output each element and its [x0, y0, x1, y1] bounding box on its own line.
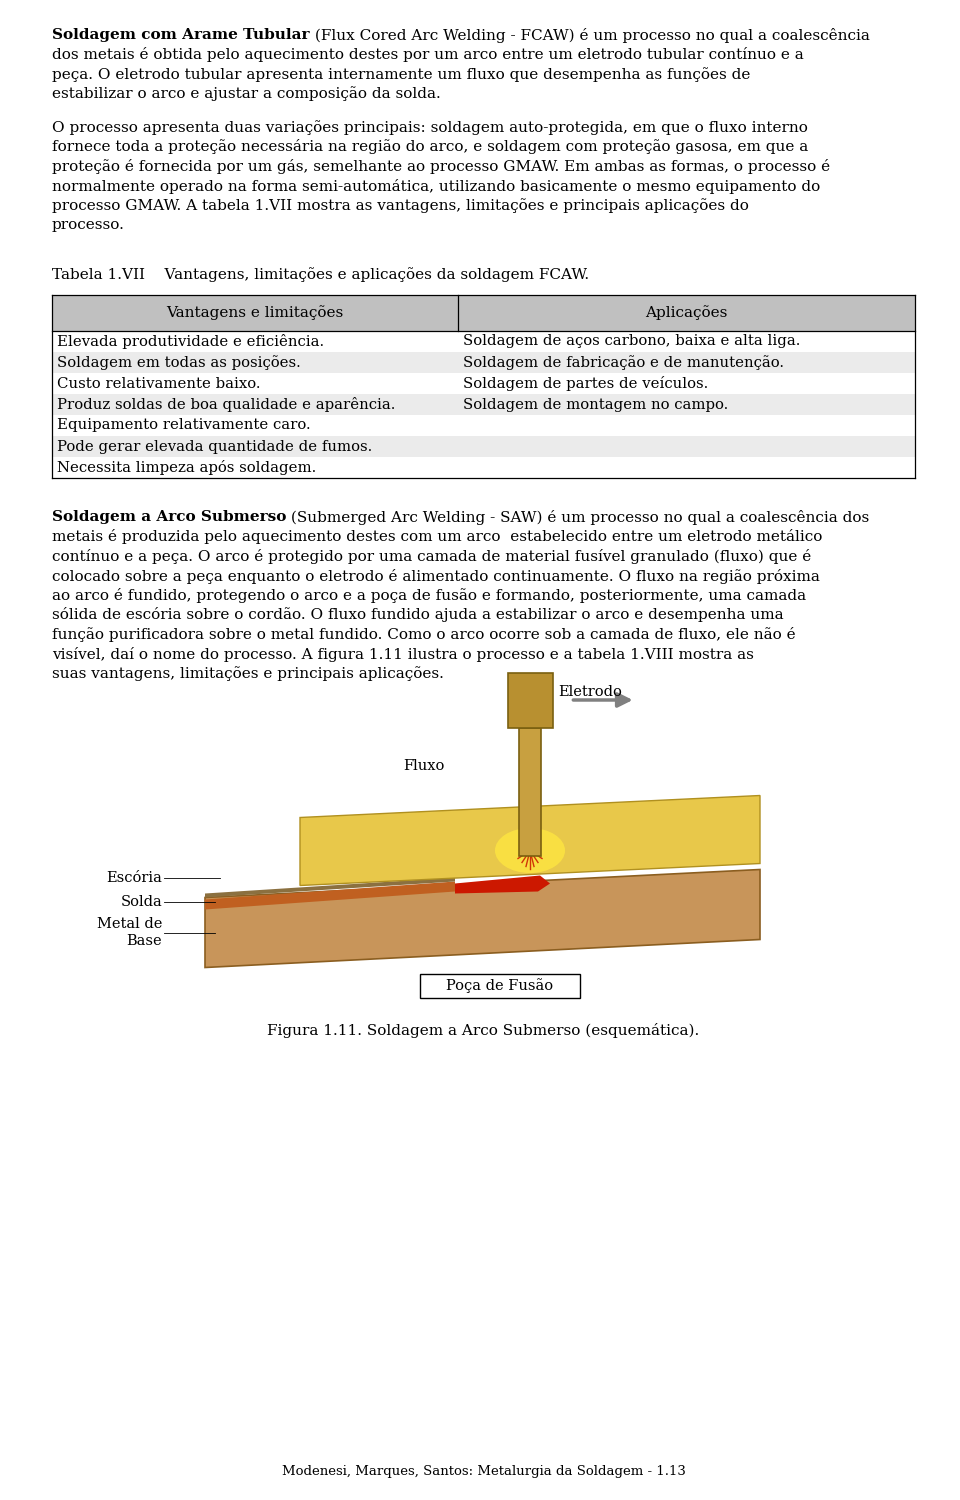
Text: (Flux Cored Arc Welding - FCAW) é um processo no qual a coalescência: (Flux Cored Arc Welding - FCAW) é um pro… — [309, 28, 870, 44]
Bar — [52, 394, 915, 416]
Text: Tabela 1.VII    Vantagens, limitações e aplicações da soldagem FCAW.: Tabela 1.VII Vantagens, limitações e apl… — [52, 267, 589, 282]
Text: (Submerged Arc Welding - SAW) é um processo no qual a coalescência dos: (Submerged Arc Welding - SAW) é um proce… — [286, 510, 870, 525]
Text: visível, daí o nome do processo. A figura 1.11 ilustra o processo e a tabela 1.V: visível, daí o nome do processo. A figur… — [52, 646, 754, 662]
Text: Soldagem em todas as posições.: Soldagem em todas as posições. — [57, 356, 300, 370]
Text: suas vantagens, limitações e principais aplicações.: suas vantagens, limitações e principais … — [52, 666, 444, 681]
Polygon shape — [205, 882, 455, 909]
Text: peça. O eletrodo tubular apresenta internamente um fluxo que desempenha as funçõ: peça. O eletrodo tubular apresenta inter… — [52, 68, 751, 82]
Text: estabilizar o arco e ajustar a composição da solda.: estabilizar o arco e ajustar a composiçã… — [52, 87, 441, 102]
Text: Elevada produtividade e eficiência.: Elevada produtividade e eficiência. — [57, 334, 324, 350]
Text: Soldagem de aços carbono, baixa e alta liga.: Soldagem de aços carbono, baixa e alta l… — [463, 334, 800, 348]
Bar — [52, 296, 915, 332]
Polygon shape — [205, 878, 455, 897]
Text: Soldagem de partes de veículos.: Soldagem de partes de veículos. — [463, 376, 708, 392]
Bar — [420, 974, 580, 998]
Text: Soldagem a Arco Submerso: Soldagem a Arco Submerso — [52, 510, 286, 524]
Text: Escória: Escória — [107, 870, 162, 885]
Text: Necessita limpeza após soldagem.: Necessita limpeza após soldagem. — [57, 460, 316, 476]
Text: Vantagens e limitações: Vantagens e limitações — [166, 306, 344, 321]
Text: proteção é fornecida por um gás, semelhante ao processo GMAW. Em ambas as formas: proteção é fornecida por um gás, semelha… — [52, 159, 830, 174]
Text: metais é produzida pelo aquecimento destes com um arco  estabelecido entre um el: metais é produzida pelo aquecimento dest… — [52, 530, 823, 544]
Text: normalmente operado na forma semi-automática, utilizando basicamente o mesmo equ: normalmente operado na forma semi-automá… — [52, 178, 820, 194]
Polygon shape — [205, 870, 760, 968]
Text: contínuo e a peça. O arco é protegido por uma camada de material fusível granula: contínuo e a peça. O arco é protegido po… — [52, 549, 811, 564]
Bar — [52, 352, 915, 374]
Bar — [52, 458, 915, 478]
Text: Soldagem de fabricação e de manutenção.: Soldagem de fabricação e de manutenção. — [463, 356, 783, 370]
Text: Custo relativamente baixo.: Custo relativamente baixo. — [57, 376, 260, 390]
Text: processo.: processo. — [52, 217, 125, 231]
Bar — [508, 672, 553, 728]
Text: Modenesi, Marques, Santos: Metalurgia da Soldagem - 1.13: Modenesi, Marques, Santos: Metalurgia da… — [281, 1466, 685, 1478]
Text: dos metais é obtida pelo aquecimento destes por um arco entre um eletrodo tubula: dos metais é obtida pelo aquecimento des… — [52, 48, 804, 63]
Bar — [52, 436, 915, 457]
Text: ao arco é fundido, protegendo o arco e a poça de fusão e formando, posteriorment: ao arco é fundido, protegendo o arco e a… — [52, 588, 806, 603]
Text: Pode gerar elevada quantidade de fumos.: Pode gerar elevada quantidade de fumos. — [57, 440, 372, 453]
Bar — [52, 332, 915, 352]
Polygon shape — [300, 795, 760, 885]
Text: O processo apresenta duas variações principais: soldagem auto-protegida, em que : O processo apresenta duas variações prin… — [52, 120, 808, 135]
Text: Aplicações: Aplicações — [645, 306, 728, 321]
Bar — [52, 416, 915, 436]
Text: processo GMAW. A tabela 1.VII mostra as vantagens, limitações e principais aplic: processo GMAW. A tabela 1.VII mostra as … — [52, 198, 749, 213]
Text: Solda: Solda — [120, 894, 162, 909]
Text: colocado sobre a peça enquanto o eletrodo é alimentado continuamente. O fluxo na: colocado sobre a peça enquanto o eletrod… — [52, 568, 820, 584]
Bar — [519, 728, 541, 855]
Text: Equipamento relativamente caro.: Equipamento relativamente caro. — [57, 419, 311, 432]
Polygon shape — [455, 876, 550, 894]
Text: Soldagem de montagem no campo.: Soldagem de montagem no campo. — [463, 398, 728, 411]
Text: Figura 1.11. Soldagem a Arco Submerso (esquemática).: Figura 1.11. Soldagem a Arco Submerso (e… — [268, 1023, 700, 1038]
Text: Fluxo: Fluxo — [403, 759, 445, 772]
Text: sólida de escória sobre o cordão. O fluxo fundido ajuda a estabilizar o arco e d: sólida de escória sobre o cordão. O flux… — [52, 608, 783, 622]
Text: Poça de Fusão: Poça de Fusão — [446, 978, 554, 993]
Text: Soldagem com Arame Tubular: Soldagem com Arame Tubular — [52, 28, 309, 42]
Bar — [52, 374, 915, 394]
Text: Metal de
Base: Metal de Base — [97, 916, 162, 948]
Text: fornece toda a proteção necessária na região do arco, e soldagem com proteção ga: fornece toda a proteção necessária na re… — [52, 140, 808, 154]
Text: Eletrodo: Eletrodo — [559, 684, 622, 699]
Text: Produz soldas de boa qualidade e aparência.: Produz soldas de boa qualidade e aparênc… — [57, 398, 396, 412]
Ellipse shape — [495, 828, 565, 873]
Text: função purificadora sobre o metal fundido. Como o arco ocorre sob a camada de fl: função purificadora sobre o metal fundid… — [52, 627, 796, 642]
